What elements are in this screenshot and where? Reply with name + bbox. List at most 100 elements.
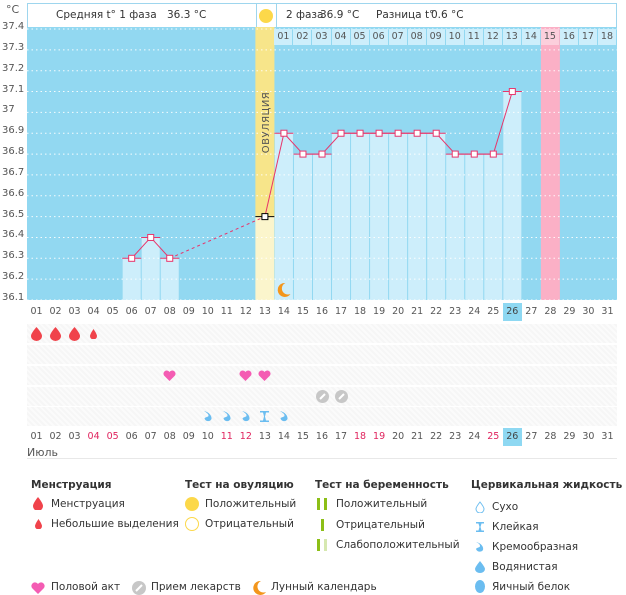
phase2-day-label: 03 <box>312 29 331 45</box>
menstruation-drop-icon[interactable] <box>50 326 62 341</box>
phase2-day-label: 06 <box>369 29 388 45</box>
menstruation-drop-icon[interactable] <box>69 326 81 341</box>
cervical-watery-icon <box>475 561 485 573</box>
month-label: Июль <box>27 446 59 459</box>
temp-point-day-07 <box>147 233 155 241</box>
x-day-label: 20 <box>392 306 405 317</box>
intercourse-heart-icon[interactable] <box>258 370 271 381</box>
cervical-creamy-icon[interactable] <box>279 411 289 422</box>
x-day-label: 09 <box>182 306 195 317</box>
divider <box>27 458 617 459</box>
phase2-day-label: 17 <box>578 29 597 45</box>
phase1-value: 36.3 °C <box>167 9 207 21</box>
x-day-label: 02 <box>49 431 62 442</box>
chart-header: Средняя t° 1 фаза 36.3 °C 2 фаза 36.9 °C… <box>27 3 617 27</box>
intercourse-heart-icon[interactable] <box>239 370 252 381</box>
y-tick-label: 36.9 <box>2 125 25 137</box>
cervical-creamy-icon[interactable] <box>241 411 251 422</box>
temp-point-day-14 <box>280 129 288 137</box>
pregnancy-negative-icon <box>321 519 324 531</box>
phase2-day-label: 10 <box>445 29 464 45</box>
x-day-label: 11 <box>220 431 233 442</box>
x-day-label: 23 <box>449 431 462 442</box>
x-day-label: 15 <box>296 431 309 442</box>
ovulation-header-cell <box>256 4 277 27</box>
temp-bar-day-20 <box>389 133 408 300</box>
ovulation-test-positive-icon[interactable] <box>259 9 273 23</box>
y-tick-label: 36.1 <box>2 292 25 303</box>
ovulation-negative-icon <box>185 517 199 531</box>
x-day-label: 05 <box>106 306 119 317</box>
legend-menstruation-title: Менструация <box>31 479 112 491</box>
y-tick-label: 36.5 <box>2 208 25 220</box>
legend-cervical-eggwhite: Яичный белок <box>492 581 571 593</box>
cervical-sticky-icon[interactable] <box>260 411 270 422</box>
cervical-dry-icon <box>475 501 485 513</box>
phase2-day-label: 05 <box>350 29 369 45</box>
x-day-label: 30 <box>582 306 595 317</box>
menstruation-drop-icon <box>33 497 43 510</box>
x-day-label: 01 <box>30 431 43 442</box>
phase2-day-label: 04 <box>331 29 350 45</box>
x-day-label: 10 <box>201 431 214 442</box>
medication-pill-icon[interactable] <box>315 390 329 403</box>
temp-point-day-22 <box>432 129 440 137</box>
marker-row-2 <box>27 345 617 364</box>
cervical-eggwhite-icon <box>475 580 485 593</box>
temp-point-day-26 <box>508 88 516 96</box>
x-day-label: 14 <box>277 306 290 317</box>
x-day-label: 06 <box>125 306 138 317</box>
legend-pregnancy-negative: Отрицательный <box>336 519 425 531</box>
ovulation-label: ОВУЛЯЦИЯ <box>261 92 272 154</box>
legend-ovulation-negative: Отрицательный <box>205 518 294 530</box>
cervical-creamy-icon[interactable] <box>222 411 232 422</box>
temp-line-segment <box>492 91 513 155</box>
temp-point-day-17 <box>337 129 345 137</box>
x-day-label: 02 <box>49 306 62 317</box>
x-day-label: 03 <box>68 431 81 442</box>
menstruation-drop-icon[interactable] <box>31 326 43 341</box>
x-day-label: 24 <box>468 431 481 442</box>
diff-label: Разница t° <box>376 9 435 21</box>
temp-bar-day-26 <box>503 91 522 300</box>
x-day-label: 01 <box>30 306 43 317</box>
x-day-label: 23 <box>449 306 462 317</box>
temp-point-day-23 <box>451 150 459 158</box>
x-day-label: 20 <box>392 431 405 442</box>
phase2-day-label: 12 <box>483 29 502 45</box>
light-spotting-drop-icon <box>35 519 42 529</box>
light-spotting-drop-icon[interactable] <box>90 328 98 339</box>
x-day-label: 10 <box>201 306 214 317</box>
x-day-label: 26 <box>502 303 522 321</box>
legend-pregnancy-weak: Слабоположительный <box>336 539 460 551</box>
x-day-label: 27 <box>525 431 538 442</box>
cervical-creamy-icon[interactable] <box>203 411 213 422</box>
y-axis-unit: °C <box>6 3 20 16</box>
temp-bar-day-16 <box>312 154 332 300</box>
temp-bar-day-07 <box>141 237 160 300</box>
y-tick-label: 37 <box>2 104 15 116</box>
y-tick-label: 37.3 <box>2 41 25 53</box>
temperature-chart: ОВУЛЯЦИЯ <box>27 27 617 300</box>
phase2-day-label: 18 <box>597 29 616 45</box>
x-day-label: 21 <box>411 306 424 317</box>
x-day-label: 07 <box>144 306 157 317</box>
cervical-sticky-icon <box>476 522 484 532</box>
legend-light-spotting: Небольшие выделения <box>51 518 179 530</box>
marker-row-1 <box>27 324 617 343</box>
legend-medication: Прием лекарств <box>151 581 241 593</box>
x-day-label: 16 <box>315 431 329 442</box>
temp-point-day-25 <box>489 150 497 158</box>
temp-point-day-24 <box>470 150 478 158</box>
phase1-label: Средняя t° 1 фаза <box>56 9 157 21</box>
medication-pill-icon[interactable] <box>334 390 348 403</box>
temp-bar-day-15 <box>293 154 312 300</box>
intercourse-heart-icon[interactable] <box>163 370 176 381</box>
legend-moon: Лунный календарь <box>271 581 377 593</box>
x-day-label: 26 <box>502 428 522 446</box>
phase2-day-label: 13 <box>502 29 521 45</box>
x-day-label: 15 <box>296 306 309 317</box>
x-day-label: 04 <box>87 306 100 317</box>
legend-intercourse: Половой акт <box>51 581 121 593</box>
temp-line-segment <box>169 216 266 259</box>
